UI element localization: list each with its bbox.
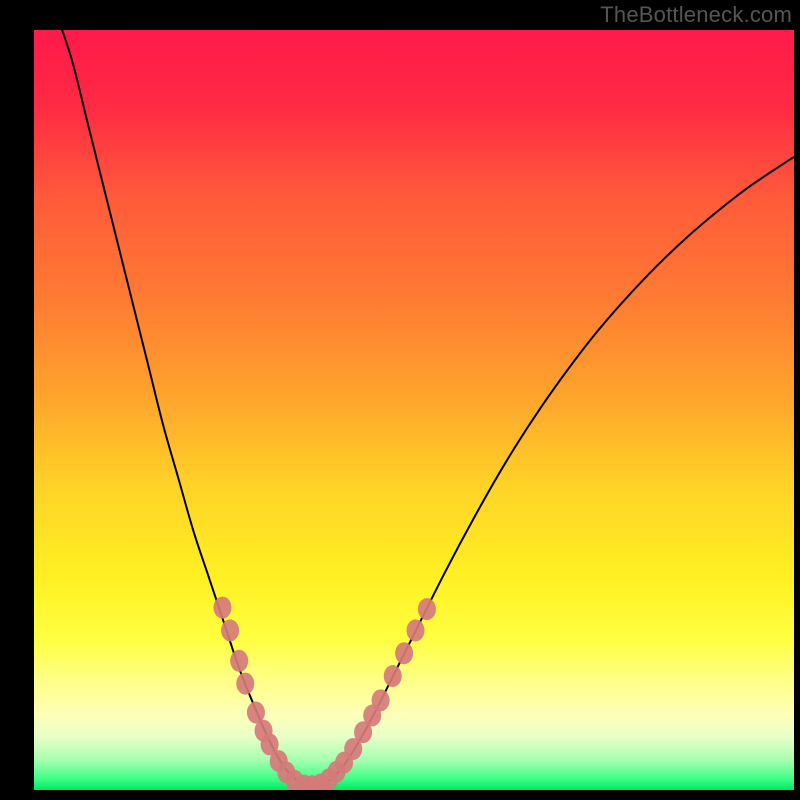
marker-point: [418, 598, 436, 620]
marker-point: [372, 689, 390, 711]
marker-point: [213, 597, 231, 619]
marker-point: [395, 642, 413, 664]
marker-point: [230, 650, 248, 672]
watermark-text: TheBottleneck.com: [600, 2, 792, 28]
bottleneck-curve: [57, 15, 794, 787]
marker-point: [221, 619, 239, 641]
marker-point: [384, 665, 402, 687]
chart-svg: [0, 0, 800, 800]
curve-markers: [213, 597, 435, 798]
marker-point: [407, 619, 425, 641]
marker-point: [236, 673, 254, 695]
